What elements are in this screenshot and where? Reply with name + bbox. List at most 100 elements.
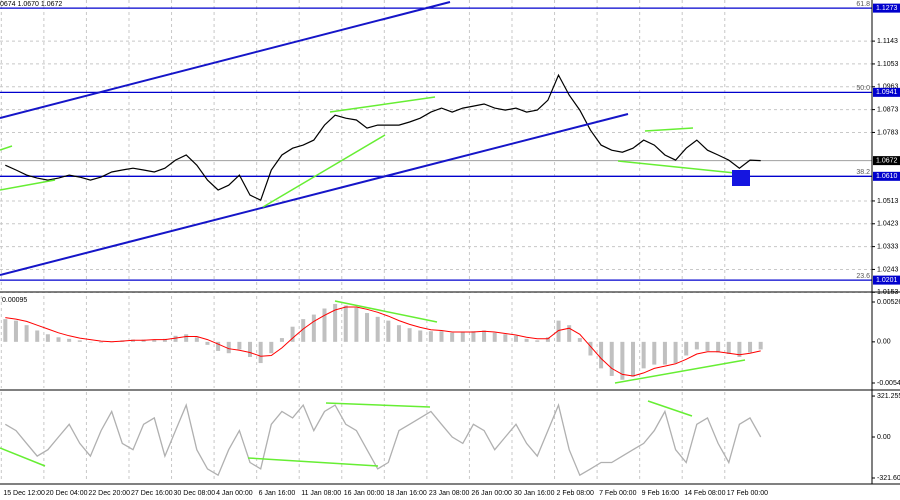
x-tick-label: 26 Jan 00:00: [471, 490, 512, 497]
histogram-bar: [652, 341, 657, 365]
histogram-bar: [641, 341, 646, 369]
x-tick-label: 11 Jan 08:00: [301, 490, 341, 497]
y-tick-label: -321.6030: [877, 475, 900, 482]
histogram-bar: [279, 338, 284, 342]
histogram-bar: [716, 341, 721, 353]
histogram-bar: [535, 340, 540, 342]
histogram-bar: [418, 330, 423, 342]
divergence-line: [0, 447, 46, 467]
divergence-line: [329, 96, 436, 113]
histogram-bar: [673, 341, 678, 364]
histogram-bar: [237, 341, 242, 350]
y-tick-label: 1.0333: [877, 243, 899, 250]
level-price-label: 1.1273: [876, 5, 898, 12]
macd-value: 0.00095: [2, 297, 27, 304]
histogram-bar: [99, 341, 104, 343]
divergence-line: [0, 145, 13, 151]
y-tick-label: 1.0513: [877, 198, 899, 205]
x-tick-label: 23 Jan 08:00: [429, 490, 470, 497]
panes: [0, 0, 875, 482]
histogram-bar: [620, 341, 625, 380]
x-tick-label: 30 Dec 08:00: [174, 490, 216, 497]
histogram-bar: [173, 335, 178, 342]
histogram-bar: [737, 341, 742, 358]
divergence-line: [614, 359, 746, 384]
x-tick-label: 15 Dec 12:00: [3, 490, 45, 497]
last-price-label: 1.0672: [876, 157, 898, 164]
fib-level-label: 23.6: [856, 273, 870, 280]
fib-level-label: 61.8: [856, 1, 870, 8]
histogram-bar: [375, 316, 380, 342]
histogram-bar: [567, 325, 572, 342]
last-price-box: [873, 156, 900, 166]
histogram-bar: [290, 326, 295, 342]
y-tick-label: 1.0153: [877, 289, 899, 296]
level-price-box: [873, 275, 900, 285]
histogram-bar: [428, 331, 433, 342]
histogram-bar: [482, 330, 487, 342]
histogram-bar: [545, 337, 550, 342]
histogram-bar: [258, 341, 263, 364]
histogram-bar: [311, 314, 316, 342]
histogram-bar: [705, 341, 710, 351]
histogram-bar: [396, 325, 401, 342]
x-tick-label: 20 Dec 04:00: [46, 490, 88, 497]
histogram-bar: [13, 320, 18, 342]
level-price-box: [873, 87, 900, 97]
histogram-bar: [748, 341, 753, 353]
header-prices: 0674 1.0670 1.0672: [0, 1, 62, 8]
histogram-bar: [301, 319, 306, 342]
y-tick-label: 1.0243: [877, 266, 899, 273]
level-price-label: 1.0610: [876, 173, 898, 180]
y-tick-label: 1.0423: [877, 221, 899, 228]
histogram-bar: [35, 330, 40, 342]
x-tick-label: 17 Feb 00:00: [727, 490, 768, 497]
histogram-bar: [662, 341, 667, 365]
y-tick-label: 1.0963: [877, 84, 899, 91]
histogram-bar: [24, 325, 29, 342]
histogram-bar: [343, 305, 348, 342]
y-tick-label: 1.1053: [877, 61, 899, 68]
y-tick-label: 0.00526: [877, 299, 900, 306]
histogram-bar: [599, 341, 604, 369]
histogram-bar: [3, 319, 8, 342]
histogram-bar: [205, 341, 210, 345]
histogram-bar: [56, 337, 61, 342]
axes: [0, 0, 900, 485]
divergence-line: [262, 134, 386, 208]
histogram-bar: [386, 320, 391, 342]
histogram-bar: [471, 331, 476, 342]
annotations: [0, 1, 750, 467]
level-price-label: 1.0201: [876, 277, 898, 284]
series-line: [4, 403, 762, 477]
y-tick-label: 1.1143: [877, 38, 898, 45]
histogram-bar: [556, 320, 561, 342]
histogram-bar: [226, 341, 231, 354]
x-tick-label: 4 Jan 00:00: [216, 490, 253, 497]
histogram-bar: [577, 338, 582, 342]
x-tick-label: 22 Dec 20:00: [88, 490, 130, 497]
x-tick-label: 9 Feb 16:00: [642, 490, 679, 497]
histogram-bar: [354, 307, 359, 342]
divergence-line: [647, 400, 693, 417]
histogram-bar: [248, 341, 253, 358]
divergence-line: [334, 300, 438, 323]
histogram-bar: [450, 332, 455, 342]
histogram-bar: [162, 338, 167, 342]
x-tick-label: 6 Jan 16:00: [259, 490, 296, 497]
histogram-bar: [524, 338, 529, 342]
histogram-bar: [513, 335, 518, 342]
y-tick-label: 0.00: [877, 339, 891, 346]
x-tick-label: 27 Dec 16:00: [131, 490, 173, 497]
channel-upper: [0, 1, 451, 119]
histogram-bar: [67, 338, 72, 342]
x-tick-label: 14 Feb 08:00: [684, 490, 725, 497]
histogram-bar: [269, 341, 274, 354]
y-tick-label: 0.00: [877, 434, 891, 441]
level-price-box: [873, 3, 900, 13]
x-tick-label: 7 Feb 00:00: [599, 490, 636, 497]
fib-level-label: 50.0: [856, 85, 870, 92]
